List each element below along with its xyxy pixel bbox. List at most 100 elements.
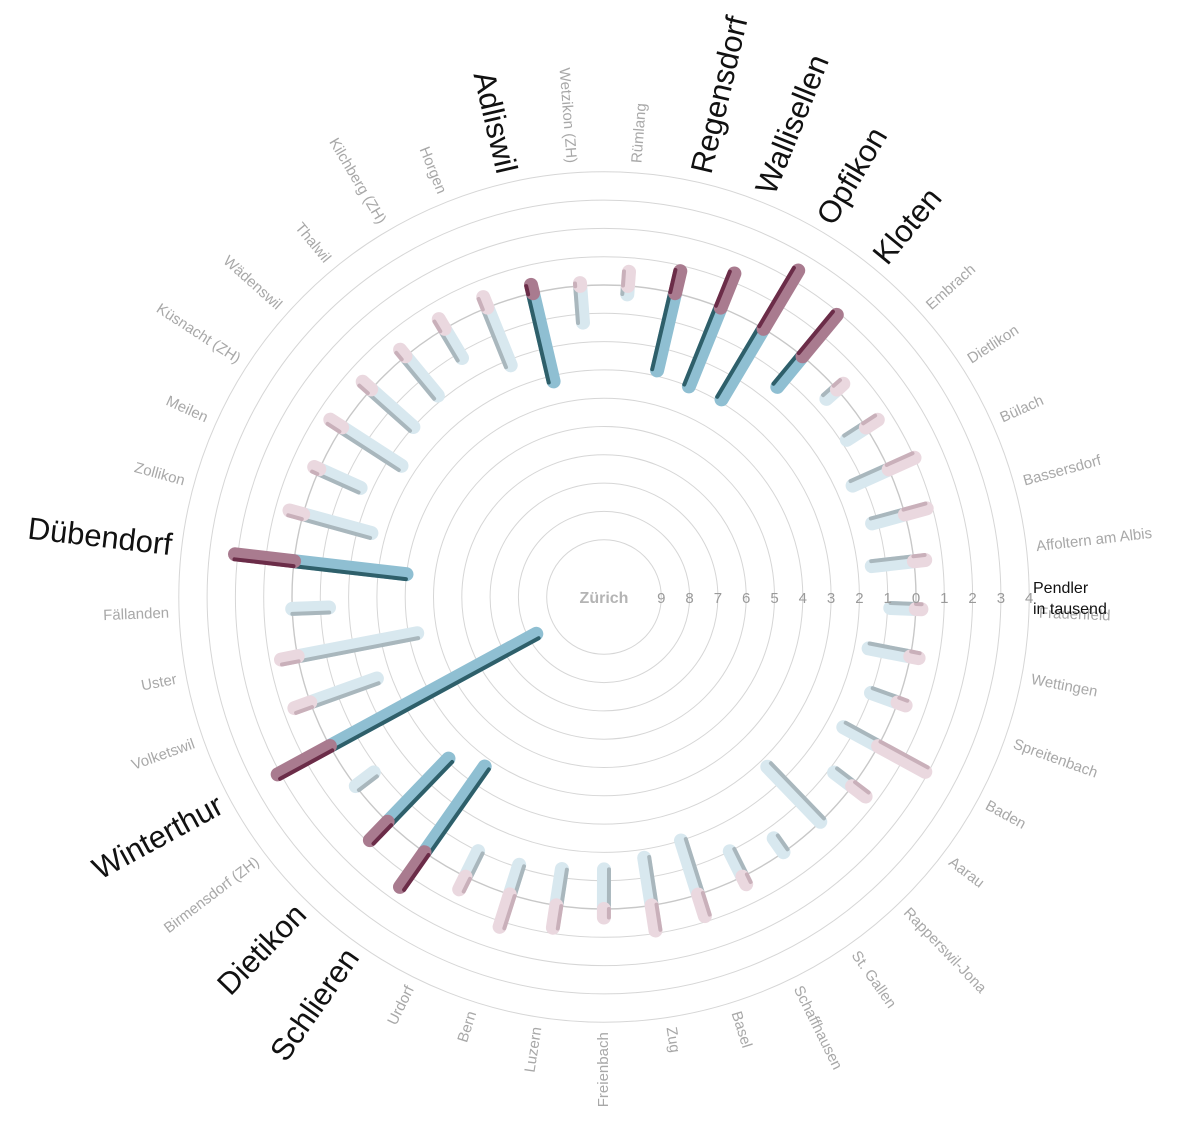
tick-in: 1 [884, 590, 892, 607]
label-spreitenbach: Spreitenbach [1011, 736, 1100, 782]
bar-out-zollikon-body [282, 503, 311, 522]
bar-out-regensdorf-body [668, 264, 688, 301]
bar-out-urdorf [452, 869, 473, 897]
bar-out-aarau-body [845, 779, 873, 804]
bar-out-regensdorf [668, 264, 688, 301]
bar-in-horgen [480, 300, 518, 373]
bar-in-wallisellen-edge [682, 303, 718, 387]
bar-out-b-lach-edge [884, 451, 915, 467]
bar-in-zollikon-edge [299, 517, 373, 540]
bar-in-basel-body [674, 833, 706, 902]
label-wallisellen: Wallisellen [748, 50, 835, 199]
tick-out: 3 [997, 590, 1005, 607]
bar-out-aarau [845, 779, 873, 804]
label-d-bendorf: Dübendorf [26, 511, 174, 562]
bar-out-horgen-body [476, 290, 495, 315]
bar-out-k-snacht-zh [323, 412, 350, 435]
bar-in-affoltern-am-albis-body [864, 554, 921, 574]
bar-in-wettingen [861, 641, 918, 664]
bar-in-affoltern-am-albis-edge [869, 554, 916, 564]
bar-out-embrach [830, 376, 851, 397]
bar-out-wallisellen-body [713, 266, 742, 315]
bar-out-adliswil [524, 277, 540, 301]
bar-out-basel-body [691, 887, 712, 924]
tick-in: 4 [799, 590, 807, 607]
bar-out-meilen-body [307, 460, 327, 477]
bar-out-winterthur-body [270, 739, 337, 782]
bar-out-kloten [795, 307, 844, 364]
bar-in-luzern-edge [559, 867, 569, 909]
bar-in-uster [290, 626, 425, 664]
bar-out-opfikon [756, 263, 806, 336]
label-wettingen: Wettingen [1030, 671, 1099, 701]
bar-out-wettingen-body [903, 649, 926, 666]
tick-out: 4 [1025, 590, 1033, 607]
label-b-lach: Bülach [998, 392, 1047, 426]
bar-in-bern-edge [512, 864, 526, 898]
bar-out-kloten-edge [796, 309, 835, 356]
bar-in-k-snacht-zh-body [335, 420, 409, 473]
bar-in-zug-body [637, 850, 659, 913]
ring-in-2 [348, 341, 860, 853]
label-bassersdorf: Bassersdorf [1021, 452, 1103, 490]
bar-out-schaffhausen [735, 869, 754, 892]
category-labels: Rümlang RegensdorfWallisellenOpfikonKlote… [26, 12, 1153, 1107]
bar-out-urdorf-body [452, 869, 473, 897]
bar-out-spreitenbach-edge [897, 695, 910, 703]
bar-in-k-snacht-zh-edge [337, 429, 401, 472]
bar-out-horgen-edge [476, 297, 485, 312]
bar-out-luzern-edge [555, 904, 564, 931]
bar-out-wetzikon-zh [573, 276, 588, 293]
bar-in-f-llanden [285, 600, 336, 616]
bar-out-kilchberg-zh [431, 312, 452, 336]
bar-out-w-denswil-edge [357, 383, 370, 396]
label-adliswil: Adliswil [467, 68, 525, 177]
bar-out-schlieren-edge [402, 853, 431, 892]
bar-out-dietlikon-body [858, 412, 885, 435]
label-dietikon: Dietikon [210, 897, 313, 1002]
bar-in-affoltern-am-albis [864, 554, 921, 574]
bar-out-d-bendorf-body [228, 547, 302, 569]
ring-in-8 [517, 510, 691, 684]
bar-out-schaffhausen-body [735, 869, 754, 892]
label-opfikon: Opfikon [809, 121, 894, 231]
label-zollikon: Zollikon [132, 459, 186, 489]
ring-out-4 [178, 171, 1030, 1023]
bar-out-kloten-body [795, 307, 844, 364]
bar-out-thalwil-edge [394, 350, 404, 362]
tick-in: 2 [855, 590, 863, 607]
label-f-llanden: Fällanden [103, 605, 169, 625]
bar-in-f-llanden-edge [290, 610, 332, 616]
tick-in: 7 [714, 590, 722, 607]
bar-in-b-lach-edge [848, 462, 889, 484]
bar-in-birmensdorf-zh-body [348, 765, 381, 794]
bar-in-st-gallen [766, 831, 791, 860]
bar-in-regensdorf-body [650, 286, 683, 378]
label-schaffhausen: Schaffhausen [790, 983, 846, 1073]
bar-out-schlieren-body [393, 845, 432, 894]
bar-in-kloten-edge [771, 351, 801, 386]
center-label: Zürich [580, 590, 629, 607]
label-bern: Bern [454, 1009, 480, 1044]
bar-in-dietikon-edge [389, 760, 455, 828]
bar-in-zug [637, 850, 659, 913]
bar-in-bassersdorf-edge [868, 507, 906, 521]
bar-out-basel-edge [700, 891, 712, 917]
bar-in-meilen-body [312, 462, 368, 495]
bar-in-rapperswil-jona [760, 759, 828, 829]
label-winterthur: Winterthur [87, 787, 229, 886]
bar-out-dietlikon [858, 412, 885, 435]
label-frauenfeld: Frauenfeld [1039, 605, 1111, 625]
bar-out-bassersdorf-edge [901, 501, 928, 512]
bar-in-zollikon-body [296, 507, 379, 540]
bar-out-zug-edge [654, 902, 663, 932]
bar-out-bern-edge [502, 894, 517, 931]
bar-in-baden-edge [843, 720, 883, 744]
bar-out-r-mlang [620, 264, 636, 293]
label-schlieren: Schlieren [263, 941, 366, 1067]
bar-in-schlieren-body [417, 759, 492, 860]
bar-in-schlieren [417, 759, 492, 860]
bar-in-adliswil-body [526, 286, 561, 389]
bar-out-regensdorf-edge [668, 268, 678, 295]
bar-group [228, 263, 934, 938]
